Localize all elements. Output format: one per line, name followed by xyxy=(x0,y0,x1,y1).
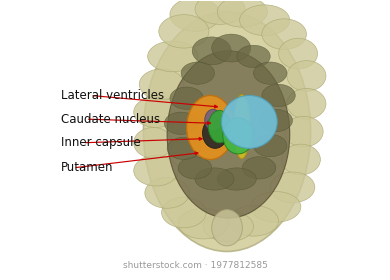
Ellipse shape xyxy=(167,51,290,218)
Ellipse shape xyxy=(223,118,254,154)
Ellipse shape xyxy=(139,69,184,100)
Ellipse shape xyxy=(192,37,231,65)
Ellipse shape xyxy=(217,168,256,190)
Ellipse shape xyxy=(287,88,326,119)
Ellipse shape xyxy=(278,38,317,69)
Ellipse shape xyxy=(270,172,315,203)
Ellipse shape xyxy=(202,118,228,148)
Ellipse shape xyxy=(262,19,307,50)
Ellipse shape xyxy=(262,84,295,107)
Ellipse shape xyxy=(161,197,206,228)
Ellipse shape xyxy=(212,210,242,246)
Ellipse shape xyxy=(203,211,254,242)
Ellipse shape xyxy=(164,112,198,134)
Ellipse shape xyxy=(284,116,323,147)
Ellipse shape xyxy=(242,157,276,179)
Ellipse shape xyxy=(178,157,212,179)
Ellipse shape xyxy=(195,168,234,190)
Text: Putamen: Putamen xyxy=(61,161,114,174)
Ellipse shape xyxy=(134,155,178,186)
Ellipse shape xyxy=(205,109,222,130)
Ellipse shape xyxy=(217,0,268,27)
Ellipse shape xyxy=(167,137,200,160)
Ellipse shape xyxy=(251,192,301,222)
Ellipse shape xyxy=(237,45,270,67)
Text: Inner capsule: Inner capsule xyxy=(61,136,141,149)
Ellipse shape xyxy=(222,95,277,148)
Ellipse shape xyxy=(234,95,250,159)
Ellipse shape xyxy=(181,62,214,84)
Ellipse shape xyxy=(259,109,292,132)
Ellipse shape xyxy=(212,34,251,62)
Ellipse shape xyxy=(178,208,229,239)
Text: shutterstock.com · 1977812585: shutterstock.com · 1977812585 xyxy=(122,261,268,270)
Ellipse shape xyxy=(134,97,178,127)
Ellipse shape xyxy=(170,87,203,109)
Ellipse shape xyxy=(134,127,173,158)
Ellipse shape xyxy=(145,178,190,208)
Ellipse shape xyxy=(229,206,278,236)
Ellipse shape xyxy=(254,134,287,157)
Ellipse shape xyxy=(195,0,245,24)
Ellipse shape xyxy=(281,144,320,175)
Ellipse shape xyxy=(148,41,198,72)
Ellipse shape xyxy=(287,60,326,91)
Ellipse shape xyxy=(144,12,310,251)
Text: Lateral ventricles: Lateral ventricles xyxy=(61,89,165,102)
Text: Caudate nucleus: Caudate nucleus xyxy=(61,113,160,126)
Ellipse shape xyxy=(254,62,287,84)
Ellipse shape xyxy=(239,5,290,36)
Ellipse shape xyxy=(159,15,209,48)
Ellipse shape xyxy=(187,95,234,160)
Ellipse shape xyxy=(208,111,230,143)
Ellipse shape xyxy=(170,0,220,31)
